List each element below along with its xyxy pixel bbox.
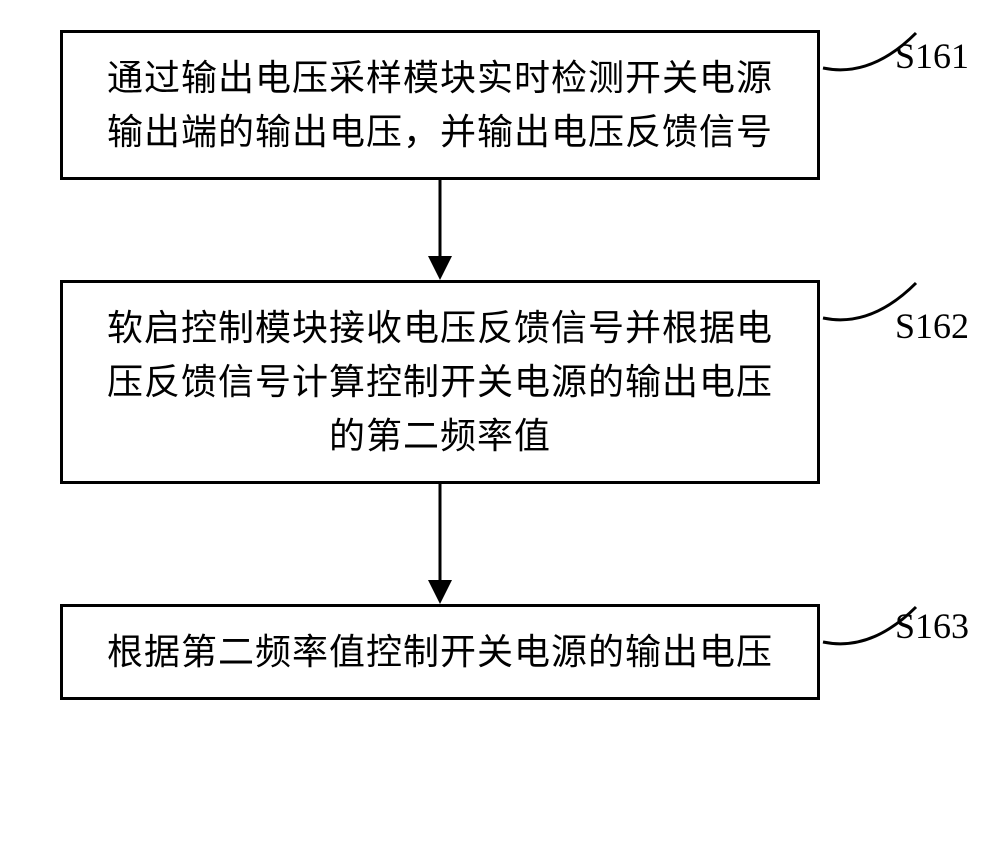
arrow-svg — [420, 484, 460, 604]
flowchart-step-s161: 通过输出电压采样模块实时检测开关电源输出端的输出电压，并输出电压反馈信号 — [60, 30, 820, 180]
step-label-s161: S161 — [895, 35, 969, 77]
flowchart-container: 通过输出电压采样模块实时检测开关电源输出端的输出电压，并输出电压反馈信号 S16… — [60, 30, 940, 700]
arrow-s162-s163 — [60, 484, 820, 604]
step-label-s163: S163 — [895, 605, 969, 647]
arrow-s161-s162 — [60, 180, 820, 280]
step-text: 根据第二频率值控制开关电源的输出电压 — [93, 625, 787, 679]
step-label-s162: S162 — [895, 305, 969, 347]
arrow-svg — [420, 180, 460, 280]
flowchart-step-s162: 软启控制模块接收电压反馈信号并根据电压反馈信号计算控制开关电源的输出电压的第二频… — [60, 280, 820, 484]
step-text: 软启控制模块接收电压反馈信号并根据电压反馈信号计算控制开关电源的输出电压的第二频… — [93, 301, 787, 463]
flowchart-step-s163: 根据第二频率值控制开关电源的输出电压 — [60, 604, 820, 700]
step-text: 通过输出电压采样模块实时检测开关电源输出端的输出电压，并输出电压反馈信号 — [93, 51, 787, 159]
